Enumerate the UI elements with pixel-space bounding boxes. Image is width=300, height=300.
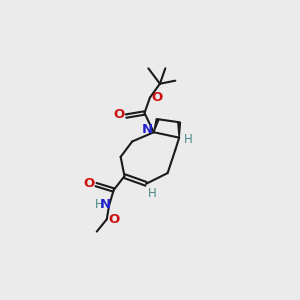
Text: N: N	[100, 198, 111, 211]
Text: H: H	[95, 198, 103, 211]
Text: O: O	[108, 213, 119, 226]
Polygon shape	[178, 122, 181, 138]
Text: H: H	[148, 187, 157, 200]
Polygon shape	[154, 119, 159, 132]
Text: H: H	[184, 134, 193, 146]
Text: O: O	[151, 91, 163, 104]
Text: N: N	[142, 123, 153, 136]
Text: O: O	[113, 108, 125, 121]
Text: O: O	[83, 177, 95, 190]
